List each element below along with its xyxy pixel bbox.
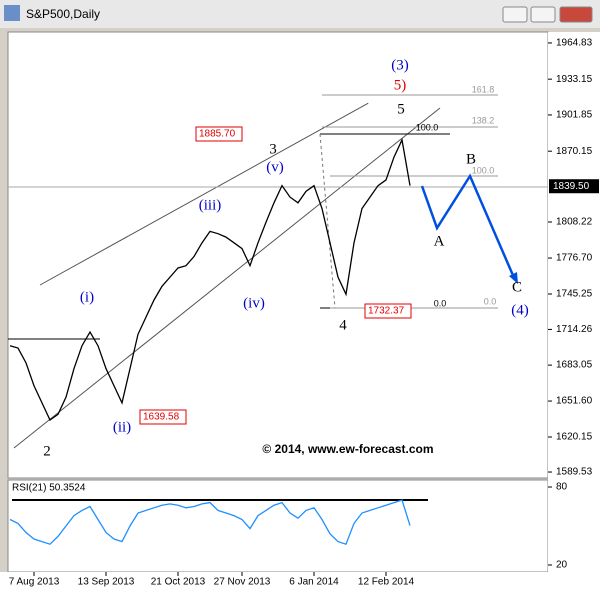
wave-label: 5 [397,101,405,117]
wave-label: (4) [511,302,529,318]
last-price-box [549,179,599,194]
date-strip [0,572,600,598]
price-label: 1639.58 [143,412,180,423]
forecast-arrow [509,272,518,284]
price-label: 1732.37 [368,306,405,317]
fib-diagonal [319,133,336,309]
price-line [9,137,411,422]
wave-label: 4 [339,317,347,333]
wave-label: (i) [80,289,94,305]
fib-label: 161.8 [472,84,495,94]
fib-label: 0.0 [434,298,447,308]
wave-label: (iv) [243,295,265,311]
y-tick-label: 1808.22 [556,217,593,228]
y-tick-label: 1964.83 [556,38,593,49]
fib-label: 100.0 [472,165,495,175]
y-tick-label: 1714.26 [556,324,593,335]
y-tick-label: 1683.05 [556,360,593,371]
price-label-box [195,126,243,142]
title-bar [0,0,600,28]
y-tick-label: 1776.70 [556,253,593,264]
y-tick-label: 1745.25 [556,289,593,300]
fib-label: 138.2 [472,115,495,125]
rsi-panel [7,479,549,573]
wave-label: B [466,151,476,167]
wave-label: 5) [394,77,407,93]
wave-label: 3 [269,141,277,157]
fib-label: 0.0 [484,296,497,306]
y-tick-label: 1620.15 [556,432,593,443]
x-tick-label: 7 Aug 2013 [9,577,60,588]
x-tick-label: 21 Oct 2013 [151,577,206,588]
y-tick-label: 80 [556,482,568,493]
price-label-box [139,409,187,425]
price-label: 1885.70 [199,129,236,140]
price-panel [7,31,549,479]
minimize-button[interactable] [502,6,528,23]
channel-line [13,107,441,449]
y-tick-label: 1901.85 [556,110,593,121]
y-tick-label: 1651.60 [556,396,593,407]
maximize-button[interactable] [530,6,556,23]
wave-label: (iii) [199,197,222,213]
price-label-box [364,303,412,319]
y-tick-label: 20 [556,560,568,571]
wave-label: 2 [43,443,51,459]
window-title: S&P500,Daily [26,7,100,21]
x-tick-label: 13 Sep 2013 [78,577,135,588]
y-tick-label: 1933.15 [556,74,593,85]
wave-label: A [434,233,445,249]
app-icon [4,5,20,21]
wave-label: (v) [266,159,284,175]
copyright: © 2014, www.ew-forecast.com [262,442,433,456]
channel-line [39,102,369,286]
last-price-label: 1839.50 [553,181,590,192]
wave-label: (ii) [113,419,131,435]
forecast-path [420,173,517,281]
x-tick-label: 27 Nov 2013 [214,577,271,588]
rsi-line [9,499,411,546]
y-tick-label: 1870.15 [556,146,593,157]
y-tick-label: 1589.53 [556,467,593,478]
x-tick-label: 6 Jan 2014 [289,577,339,588]
wave-label: C [512,279,522,295]
panel-title: RSI(21) 50.3524 [12,483,86,494]
close-button[interactable] [559,6,593,23]
fib-label: 100.0 [416,122,439,132]
wave-label: (3) [391,57,409,73]
x-tick-label: 12 Feb 2014 [358,577,415,588]
axis-strip [548,32,600,572]
